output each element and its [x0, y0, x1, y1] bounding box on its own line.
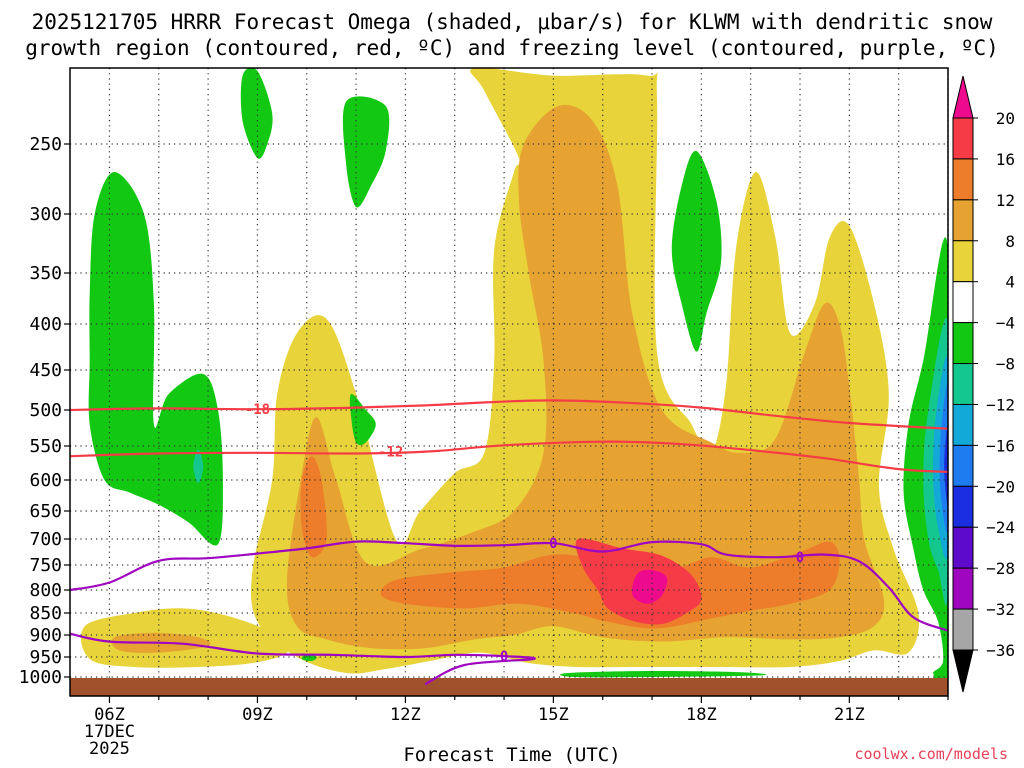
y-tick-label-600: 600 — [29, 470, 62, 491]
colorbar-swatch-0 — [952, 117, 974, 160]
omega-region-8-2 — [286, 104, 885, 650]
x-tick-year: 2025 — [89, 739, 130, 759]
colorbar-swatch-9 — [952, 485, 974, 528]
contour-label-dgz-minus-18: -18 — [245, 402, 270, 418]
y-tick-label-500: 500 — [29, 400, 62, 421]
colorbar-label-2: 12 — [996, 191, 1015, 210]
colorbar-label-13: −36 — [986, 641, 1015, 660]
x-tick-label-15Z: 15Z — [538, 705, 569, 725]
y-tick-label-850: 850 — [29, 603, 62, 624]
colorbar-top-arrow — [952, 75, 974, 119]
colorbar-label-0: 20 — [996, 109, 1015, 128]
colorbar-label-10: −24 — [986, 518, 1015, 537]
x-tick-label-06Z: 06Z — [94, 705, 125, 725]
colorbar-swatch-2 — [952, 199, 974, 242]
colorbar-label-1: 16 — [996, 150, 1015, 169]
omega-region--20-20 — [944, 423, 948, 506]
x-tick-label-09Z: 09Z — [242, 705, 273, 725]
colorbar-label-8: −16 — [986, 436, 1015, 455]
y-tick-label-1000: 1000 — [19, 667, 62, 688]
ground-layer — [70, 678, 948, 696]
omega-region--4-15 — [560, 670, 767, 678]
omega-region--4-13 — [671, 150, 722, 352]
x-tick-label-18Z: 18Z — [686, 705, 717, 725]
y-tick-label-800: 800 — [29, 580, 62, 601]
colorbar-swatch-10 — [952, 526, 974, 569]
omega-region--4-8 — [88, 172, 223, 546]
contour-freezing-level-lower — [70, 632, 536, 686]
omega-region-20-7 — [631, 569, 668, 604]
y-tick-label-400: 400 — [29, 314, 62, 335]
colorbar-swatch-1 — [952, 158, 974, 201]
x-tick-label-21Z: 21Z — [834, 705, 865, 725]
contour-label-freezing-level-upper-2: 0 — [796, 550, 804, 566]
colorbar-swatch-5 — [952, 322, 974, 365]
colorbar-swatch-6 — [952, 363, 974, 405]
colorbar-label-5: −4 — [996, 314, 1015, 333]
contour-label-dgz-minus-12: -12 — [378, 444, 403, 460]
chart-title-line-2: growth region (contoured, red, ºC) and f… — [25, 36, 999, 60]
x-axis-label: Forecast Time (UTC) — [403, 744, 621, 766]
plot-frame — [69, 67, 949, 697]
y-tick-label-350: 350 — [29, 263, 62, 284]
plot-border — [69, 67, 949, 697]
colorbar-swatch-12 — [952, 608, 974, 651]
colorbar-label-12: −32 — [986, 600, 1015, 619]
colorbar-swatch-7 — [952, 403, 974, 446]
colorbar: 20 16 12 8 4 −4 −8 −12 −16 −20 −24 −28 −32 −36 — [952, 75, 1015, 693]
omega-region-12-4 — [300, 456, 327, 558]
y-tick-label-550: 550 — [29, 436, 62, 457]
colorbar-label-11: −28 — [986, 559, 1015, 578]
x-tick-date: 17DEC — [84, 722, 135, 742]
source-credit: coolwx.com/models — [854, 745, 1008, 763]
colorbar-label-3: 8 — [1005, 232, 1015, 251]
colorbar-swatch-3 — [952, 240, 974, 283]
omega-region--16-19 — [939, 383, 948, 533]
omega-region--4-10 — [240, 68, 273, 159]
contour-dgz-minus-12 — [70, 440, 948, 473]
colorbar-swatch-4 — [952, 281, 974, 324]
omega-shading-layer — [80, 68, 948, 696]
colorbar-label-9: −20 — [986, 477, 1015, 496]
colorbar-swatch-8 — [952, 444, 974, 487]
chart-title-line-1: 2025121705 HRRR Forecast Omega (shaded, … — [31, 10, 993, 34]
contour-label-freezing-level-lower: 0 — [500, 649, 508, 665]
y-tick-label-650: 650 — [29, 501, 62, 522]
y-tick-label-250: 250 — [29, 134, 62, 155]
omega-region--8-9 — [193, 449, 204, 484]
colorbar-bottom-arrow — [952, 649, 974, 693]
colorbar-label-4: 4 — [1005, 273, 1015, 292]
contour-label-freezing-level-upper: 0 — [549, 536, 557, 552]
colorbar-label-6: −8 — [996, 355, 1015, 374]
colorbar-label-7: −12 — [986, 395, 1015, 414]
contour-freezing-level-upper — [70, 540, 948, 632]
y-tick-label-450: 450 — [29, 360, 62, 381]
y-tick-label-750: 750 — [29, 555, 62, 576]
y-tick-label-700: 700 — [29, 529, 62, 550]
y-tick-label-900: 900 — [29, 625, 62, 646]
contour-layer: -18 -12 0 0 0 — [70, 399, 948, 686]
omega-region--4-11 — [342, 96, 390, 208]
contour-dgz-minus-18 — [70, 399, 948, 430]
axes-layer: 2503003504004505005506006507007508008509… — [19, 134, 949, 759]
colorbar-swatch-11 — [952, 567, 974, 610]
y-tick-label-300: 300 — [29, 204, 62, 225]
ground-surface — [70, 678, 948, 696]
y-tick-label-950: 950 — [29, 647, 62, 668]
x-tick-label-12Z: 12Z — [390, 705, 421, 725]
